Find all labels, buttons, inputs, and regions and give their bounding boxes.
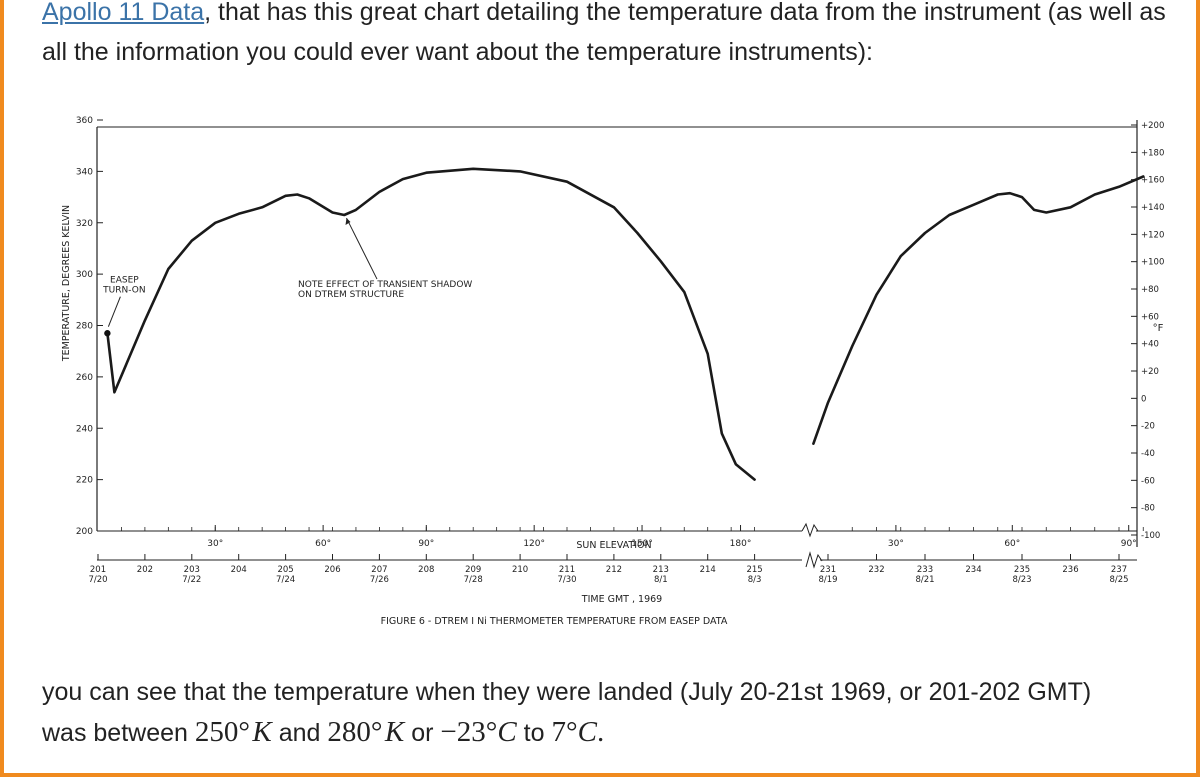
easep-turn-on-point — [104, 330, 111, 337]
day-tick-label: 237 — [1111, 565, 1127, 575]
day-tick-label: 207 — [371, 565, 387, 575]
day-tick-label: 203 — [184, 565, 200, 575]
shadow-note-arrowhead — [345, 218, 351, 226]
date-tick-label: 7/30 — [557, 575, 576, 585]
temperature-series-1 — [106, 167, 756, 481]
day-tick-label: 236 — [1062, 565, 1078, 575]
sun-elevation-tick-label: 30° — [207, 539, 223, 549]
day-tick-label: 209 — [465, 565, 481, 575]
intro-text: , that has this great chart detailing th… — [42, 0, 1166, 66]
day-tick-label: 231 — [820, 565, 836, 575]
fahrenheit-tick-label: +160 — [1141, 176, 1164, 186]
math-250k: 250° K — [194, 716, 272, 748]
day-tick-label: 202 — [137, 565, 153, 575]
sun-elevation-label: SUN ELEVATION — [576, 540, 651, 551]
date-tick-label: 7/22 — [182, 575, 201, 585]
sun-elevation-tick-label: 30° — [888, 539, 904, 549]
shadow-note-label: NOTE EFFECT OF TRANSIENT SHADOW — [298, 280, 472, 290]
date-tick-label: 8/3 — [748, 575, 762, 585]
shadow-note-label: ON DTREM STRUCTURE — [298, 290, 404, 300]
fahrenheit-tick-label: +180 — [1141, 148, 1164, 158]
date-tick-label: 7/26 — [370, 575, 389, 585]
easep-turn-on-label: EASEP — [110, 276, 139, 286]
day-tick-label: 208 — [418, 565, 434, 575]
fahrenheit-tick-label: -60 — [1141, 476, 1155, 486]
kelvin-tick-label: 260 — [76, 373, 93, 383]
easep-turn-on-arrow — [107, 296, 121, 327]
kelvin-tick-label: 360 — [76, 116, 93, 126]
kelvin-tick-label: 340 — [76, 167, 93, 177]
fahrenheit-tick-label: +80 — [1141, 285, 1159, 295]
shadow-note-arrow — [346, 217, 378, 280]
temperature-series-2 — [812, 175, 1145, 445]
kelvin-tick-label: 320 — [76, 219, 93, 229]
fahrenheit-tick-label: +60 — [1141, 312, 1159, 322]
date-tick-label: 8/1 — [654, 575, 668, 585]
time-axis-break — [805, 551, 823, 569]
sun-elevation-tick-label: 60° — [315, 539, 331, 549]
sun-elevation-tick-label: 90° — [418, 539, 434, 549]
chart-title: FIGURE 6 - DTREM I Ni THERMOMETER TEMPER… — [381, 616, 728, 627]
kelvin-tick-label: 200 — [76, 527, 93, 537]
date-tick-label: 8/23 — [1012, 575, 1031, 585]
fahrenheit-tick-label: +140 — [1141, 203, 1164, 213]
y-axis-label: TEMPERATURE, DEGREES KELVIN — [61, 205, 72, 362]
fahrenheit-tick-label: -80 — [1141, 504, 1155, 514]
day-tick-label: 234 — [965, 565, 981, 575]
day-tick-label: 213 — [653, 565, 669, 575]
day-tick-label: 215 — [746, 565, 762, 575]
date-tick-label: 8/19 — [818, 575, 837, 585]
outro-paragraph: you can see that the temperature when th… — [42, 672, 1182, 753]
outro-line-2: was between 250° K and 280° K or −23°C t… — [42, 716, 605, 748]
math-280k: 280° K — [327, 716, 405, 748]
fahrenheit-tick-label: 0 — [1141, 394, 1146, 404]
math-7c: 7°C. — [551, 716, 605, 748]
day-tick-label: 210 — [512, 565, 528, 575]
day-tick-label: 211 — [559, 565, 575, 575]
date-tick-label: 7/28 — [464, 575, 483, 585]
temperature-chart: 200 220 240 260 280 300 320 340 360 -100 -80 -60 -40… — [61, 116, 1164, 627]
fahrenheit-tick-label: +100 — [1141, 258, 1164, 268]
sun-elevation-tick-label: 120° — [523, 539, 545, 549]
kelvin-tick-label: 240 — [76, 424, 93, 434]
date-tick-label: 7/24 — [276, 575, 295, 585]
kelvin-tick-label: 280 — [76, 322, 93, 332]
day-tick-label: 232 — [868, 565, 884, 575]
y2-axis-label: °F — [1153, 323, 1164, 334]
fahrenheit-tick-label: -20 — [1141, 422, 1155, 432]
fahrenheit-tick-label: +120 — [1141, 230, 1164, 240]
day-tick-label: 206 — [324, 565, 340, 575]
easep-turn-on-label: TURN-ON — [102, 286, 145, 296]
kelvin-tick-label: 300 — [76, 270, 93, 280]
fahrenheit-tick-label: -40 — [1141, 449, 1155, 459]
date-tick-label: 8/25 — [1109, 575, 1128, 585]
kelvin-tick-label: 220 — [76, 476, 93, 486]
intro-paragraph: Apollo 11 Data, that has this great char… — [42, 0, 1182, 72]
math-minus23c: −23°C — [440, 716, 517, 748]
day-tick-label: 235 — [1014, 565, 1030, 575]
sun-axis-break — [801, 522, 819, 538]
day-tick-label: 201 — [90, 565, 106, 575]
apollo-data-link[interactable]: Apollo 11 Data — [42, 0, 205, 26]
fahrenheit-tick-label: +200 — [1141, 121, 1164, 131]
sun-elevation-tick-label: 60° — [1004, 539, 1020, 549]
x-axis-label: TIME GMT , 1969 — [581, 594, 662, 605]
fahrenheit-tick-label: +20 — [1141, 367, 1159, 377]
sun-elevation-tick-label: 90° — [1121, 539, 1137, 549]
day-tick-label: 233 — [917, 565, 933, 575]
date-tick-label: 7/20 — [88, 575, 107, 585]
day-tick-label: 214 — [700, 565, 716, 575]
sun-elevation-tick-label: 150° — [631, 539, 653, 549]
date-tick-label: 8/21 — [915, 575, 934, 585]
fahrenheit-tick-label: +40 — [1141, 340, 1159, 350]
day-tick-label: 205 — [277, 565, 293, 575]
outro-line-1: you can see that the temperature when th… — [42, 678, 1092, 706]
fahrenheit-tick-label: -100 — [1141, 531, 1160, 541]
sun-elevation-tick-label: 180° — [730, 539, 752, 549]
day-tick-label: 204 — [231, 565, 247, 575]
day-tick-label: 212 — [606, 565, 622, 575]
